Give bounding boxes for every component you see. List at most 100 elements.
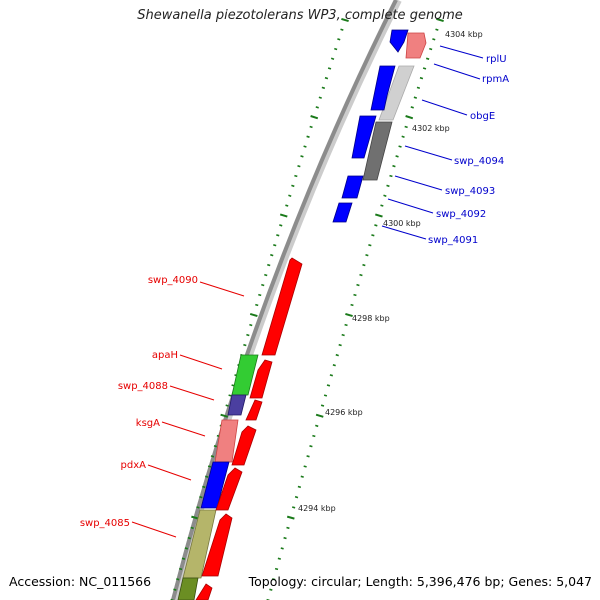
minor-tick xyxy=(398,145,402,148)
minor-tick xyxy=(271,578,276,581)
minor-tick xyxy=(258,293,262,297)
gene-feature-ksgA[interactable] xyxy=(214,419,239,463)
leader-line-swp_4093 xyxy=(394,175,443,191)
minor-tick xyxy=(312,434,316,438)
minor-tick xyxy=(338,343,342,347)
gene-feature-bottom-green[interactable] xyxy=(177,577,199,600)
gene-feature-swp_4093[interactable] xyxy=(351,115,377,159)
gene-feature-apaH[interactable] xyxy=(231,354,259,396)
minor-tick xyxy=(270,253,274,257)
gene-feature-red-6[interactable] xyxy=(195,583,213,600)
gene-feature-red-5[interactable] xyxy=(201,513,233,577)
minor-tick xyxy=(202,485,206,489)
leader-line-pdxA xyxy=(147,464,192,481)
leader-line-swp_4090 xyxy=(199,281,245,297)
minor-tick xyxy=(187,536,191,540)
minor-tick xyxy=(330,57,335,60)
minor-tick xyxy=(350,303,354,307)
minor-tick xyxy=(269,588,273,591)
gene-label-swp_4088[interactable]: swp_4088 xyxy=(118,381,168,392)
minor-tick xyxy=(435,28,439,31)
minor-tick xyxy=(294,495,299,499)
major-tick xyxy=(436,17,444,23)
kbp-label: 4300 kbp xyxy=(383,219,421,228)
major-tick xyxy=(375,213,383,218)
leader-line-ksgA xyxy=(161,421,206,437)
gene-label-swp_4093[interactable]: swp_4093 xyxy=(445,186,495,197)
leader-line-obgE xyxy=(421,99,468,116)
minor-tick xyxy=(228,394,232,397)
minor-tick xyxy=(297,164,301,168)
major-tick xyxy=(310,115,319,120)
gene-label-swp_4090[interactable]: swp_4090 xyxy=(148,275,198,286)
gene-feature-swp_4094[interactable] xyxy=(362,121,393,181)
gene-feature-obgE[interactable] xyxy=(370,65,396,111)
gene-label-rplU[interactable]: rplU xyxy=(486,54,507,65)
kbp-label: 4304 kbp xyxy=(445,30,483,39)
gene-feature-swp_4092[interactable] xyxy=(341,175,364,199)
minor-tick xyxy=(196,506,200,509)
minor-tick xyxy=(280,547,284,550)
major-tick xyxy=(405,115,414,120)
gene-feature-swp_4088[interactable] xyxy=(227,394,247,416)
minor-tick xyxy=(368,244,372,247)
minor-tick xyxy=(392,164,396,168)
gene-label-apaH[interactable]: apaH xyxy=(152,350,178,361)
gene-feature-swp_4085[interactable] xyxy=(182,509,217,579)
minor-tick xyxy=(246,333,250,337)
forward-gene-features xyxy=(332,29,427,223)
gene-label-ksgA[interactable]: ksgA xyxy=(136,418,160,429)
minor-tick xyxy=(422,67,427,70)
major-tick xyxy=(191,515,199,520)
minor-tick xyxy=(276,234,280,237)
minor-tick xyxy=(190,526,194,530)
minor-tick xyxy=(323,394,328,397)
minor-tick xyxy=(315,106,319,109)
gene-label-swp_4092[interactable]: swp_4092 xyxy=(436,209,486,220)
gene-feature-swp_4090[interactable] xyxy=(261,257,303,356)
kbp-label: 4302 kbp xyxy=(412,124,450,133)
minor-tick xyxy=(279,224,283,227)
minor-tick xyxy=(283,536,287,540)
minor-tick xyxy=(213,445,218,448)
gene-label-swp_4085[interactable]: swp_4085 xyxy=(80,518,130,529)
minor-tick xyxy=(332,364,336,367)
major-tick xyxy=(286,515,295,520)
leader-line-swp_4091 xyxy=(381,225,427,240)
gene-feature-red-1[interactable] xyxy=(249,359,273,399)
minor-tick xyxy=(178,567,183,571)
gene-feature-swp_4091[interactable] xyxy=(332,202,353,223)
minor-tick xyxy=(383,194,387,197)
kbp-label: 4298 kbp xyxy=(352,314,390,323)
minor-tick xyxy=(303,465,307,468)
leader-line-rpmA xyxy=(433,63,481,80)
minor-tick xyxy=(285,204,289,207)
gene-feature-red-2[interactable] xyxy=(245,399,263,421)
gene-label-swp_4094[interactable]: swp_4094 xyxy=(454,156,504,167)
minor-tick xyxy=(288,194,292,197)
minor-tick xyxy=(362,263,366,267)
major-tick xyxy=(249,312,258,318)
minor-tick xyxy=(432,38,436,41)
minor-tick xyxy=(294,174,298,178)
gene-label-obgE[interactable]: obgE xyxy=(470,111,495,122)
gene-feature-red-3[interactable] xyxy=(231,425,257,466)
minor-tick xyxy=(210,455,215,458)
minor-tick xyxy=(297,485,302,489)
minor-tick xyxy=(286,526,290,530)
gene-label-swp_4091[interactable]: swp_4091 xyxy=(428,235,478,246)
minor-tick xyxy=(329,374,334,377)
gene-feature-red-4[interactable] xyxy=(215,467,243,511)
minor-tick xyxy=(274,567,279,571)
minor-tick xyxy=(318,96,322,99)
gene-feature-rplU[interactable] xyxy=(405,32,427,59)
gene-label-rpmA[interactable]: rpmA xyxy=(482,74,509,85)
gene-feature-top-blue[interactable] xyxy=(389,29,409,53)
minor-tick xyxy=(225,404,229,407)
minor-tick xyxy=(303,145,307,148)
minor-tick xyxy=(416,86,421,90)
reverse-label-leaders xyxy=(131,281,245,538)
minor-tick xyxy=(326,384,331,387)
minor-tick xyxy=(181,557,186,560)
gene-label-pdxA[interactable]: pdxA xyxy=(121,460,147,471)
